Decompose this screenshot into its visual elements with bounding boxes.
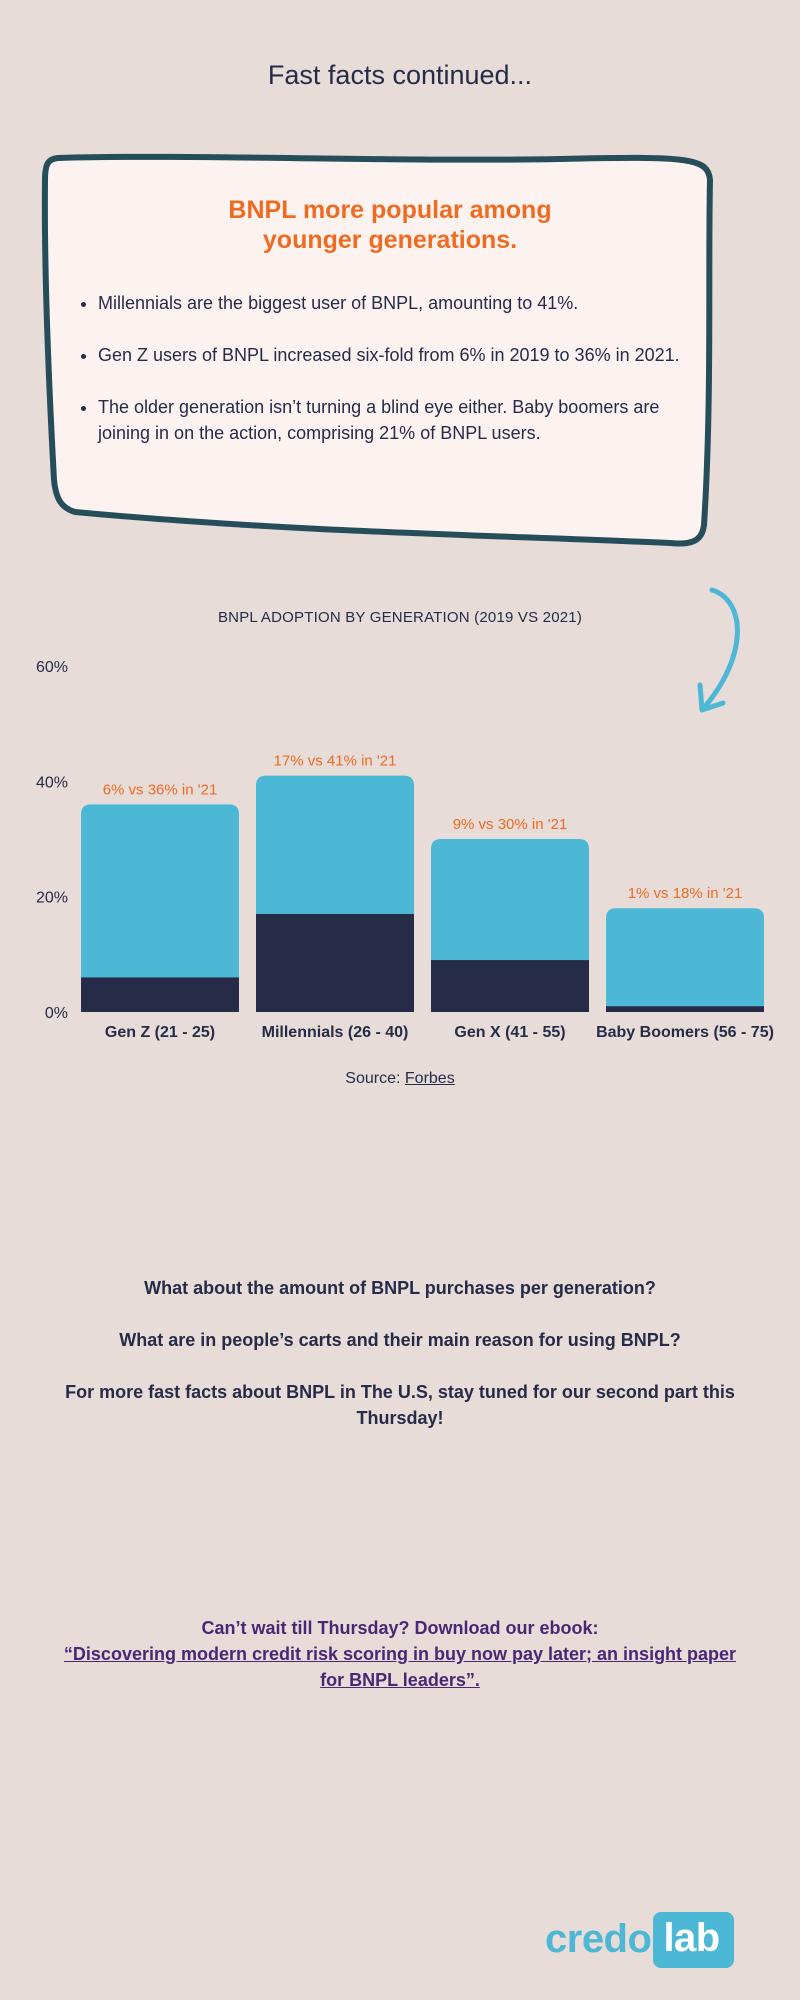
y-tick-label: 40% (36, 774, 68, 791)
fact-card: BNPL more popular among younger generati… (70, 195, 710, 472)
data-label: 9% vs 30% in '21 (453, 816, 568, 833)
card-heading: BNPL more popular among younger generati… (228, 196, 552, 254)
fact-item: Gen Z users of BNPL increased six-fold f… (98, 342, 710, 368)
fact-list: Millennials are the biggest user of BNPL… (70, 290, 710, 446)
x-tick-label: Baby Boomers (56 - 75) (596, 1024, 774, 1041)
chart-title: BNPL ADOPTION BY GENERATION (2019 VS 202… (217, 609, 583, 626)
data-label: 6% vs 36% in '21 (103, 781, 218, 798)
data-label: 17% vs 41% in '21 (274, 753, 397, 770)
ebook-link[interactable]: “Discovering modern credit risk scoring … (63, 1644, 737, 1690)
bar-2019 (606, 1006, 764, 1012)
y-tick-label: 0% (45, 1005, 68, 1022)
credolab-logo: credo lab (545, 1911, 734, 1968)
bar-2019 (256, 913, 414, 1012)
curved-arrow-icon (697, 587, 740, 713)
fact-card-frame (41, 153, 713, 547)
bar-2019 (431, 960, 589, 1012)
source-link[interactable]: Forbes (404, 1070, 455, 1087)
logo-text-lab: lab (653, 1911, 734, 1968)
y-tick-label: 60% (36, 659, 68, 676)
page-title: Fast facts continued... (267, 60, 533, 90)
x-tick-label: Millennials (26 - 40) (262, 1024, 409, 1041)
bar-2021 (81, 804, 239, 1012)
fact-item: The older generation isn’t turning a bli… (98, 394, 710, 446)
x-tick-label: Gen X (41 - 55) (454, 1024, 565, 1041)
bar-2019 (81, 977, 239, 1012)
logo-text-credo: credo (545, 1917, 652, 1961)
fact-card-border (41, 153, 713, 547)
bar-2021 (606, 908, 764, 1012)
ebook-cta: Can’t wait till Thursday? Download our e… (60, 1615, 740, 1693)
question-text: What are in people’s carts and their mai… (119, 1330, 681, 1350)
fact-item: Millennials are the biggest user of BNPL… (98, 290, 710, 316)
questions-block: What about the amount of BNPL purchases … (60, 1275, 740, 1457)
bar-chart: 0% 20% 40% 60% 6% vs 36% in '21 Gen Z (21 - 2… (36, 659, 774, 1041)
x-tick-label: Gen Z (21 - 25) (105, 1024, 215, 1041)
question-text: What about the amount of BNPL purchases … (144, 1278, 656, 1298)
question-text: For more fast facts about BNPL in The U.… (65, 1382, 735, 1428)
source-line: Source: Forbes (0, 1070, 800, 1088)
cta-text: Can’t wait till Thursday? Download our e… (201, 1618, 599, 1638)
data-label: 1% vs 18% in '21 (628, 885, 743, 902)
y-tick-label: 20% (36, 890, 68, 907)
source-prefix: Source: (345, 1070, 405, 1087)
